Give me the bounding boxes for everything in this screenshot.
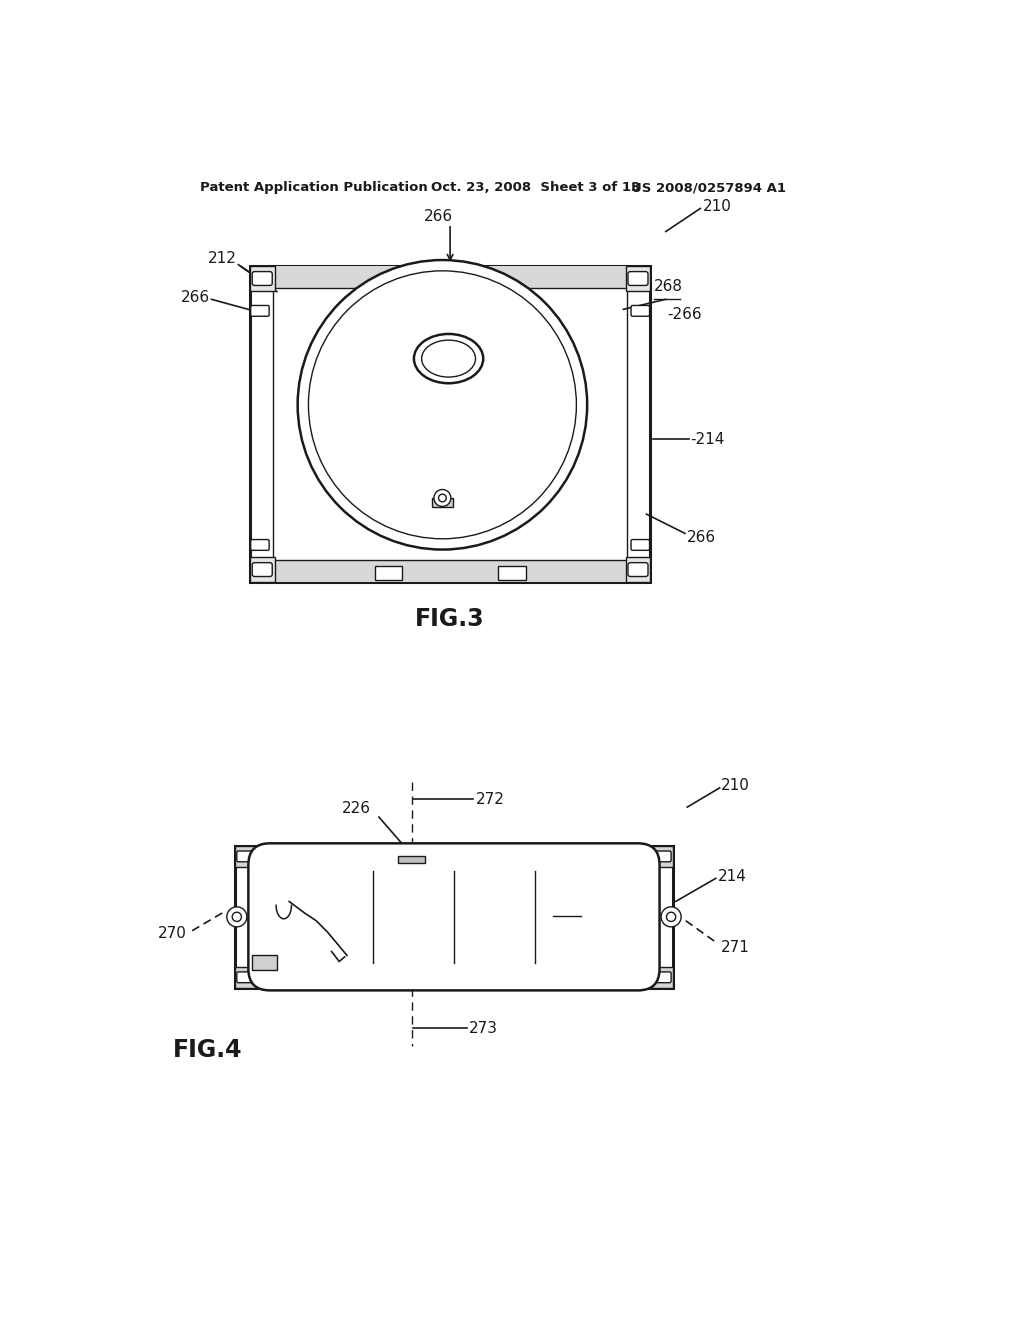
Bar <box>234 846 674 862</box>
Text: 226: 226 <box>342 801 372 816</box>
Text: 212: 212 <box>208 251 237 267</box>
Text: 268: 268 <box>654 279 683 294</box>
Bar <box>626 557 650 582</box>
Bar <box>375 566 402 579</box>
Text: -266: -266 <box>668 308 701 322</box>
Text: 273: 273 <box>469 1020 499 1036</box>
Text: US 2008/0257894 A1: US 2008/0257894 A1 <box>631 181 786 194</box>
Text: 266: 266 <box>180 289 210 305</box>
Text: 212: 212 <box>552 903 582 919</box>
Text: 210: 210 <box>702 198 731 214</box>
FancyBboxPatch shape <box>237 851 254 862</box>
Bar <box>250 557 274 582</box>
FancyBboxPatch shape <box>252 562 272 577</box>
Bar <box>652 846 674 867</box>
Text: FIG.3: FIG.3 <box>416 607 485 631</box>
Circle shape <box>232 912 242 921</box>
Bar <box>432 498 454 507</box>
Text: 266: 266 <box>424 209 454 223</box>
Ellipse shape <box>414 334 483 383</box>
Text: Oct. 23, 2008  Sheet 3 of 13: Oct. 23, 2008 Sheet 3 of 13 <box>431 181 640 194</box>
Ellipse shape <box>298 260 587 549</box>
Bar <box>234 846 256 867</box>
Text: 210: 210 <box>721 777 750 793</box>
Text: 271: 271 <box>720 940 750 956</box>
Text: -214: -214 <box>690 432 725 447</box>
Bar <box>250 267 274 290</box>
Text: 232: 232 <box>354 482 383 498</box>
FancyBboxPatch shape <box>237 972 254 982</box>
Bar <box>250 267 650 288</box>
Bar <box>234 972 674 989</box>
FancyBboxPatch shape <box>251 540 269 550</box>
FancyBboxPatch shape <box>628 272 648 285</box>
FancyBboxPatch shape <box>249 843 659 990</box>
FancyBboxPatch shape <box>631 540 649 550</box>
FancyBboxPatch shape <box>631 305 649 317</box>
FancyBboxPatch shape <box>252 272 272 285</box>
Text: 214: 214 <box>718 869 746 883</box>
Circle shape <box>226 907 247 927</box>
FancyBboxPatch shape <box>654 851 671 862</box>
FancyBboxPatch shape <box>628 562 648 577</box>
Bar <box>250 561 650 582</box>
Text: Patent Application Publication: Patent Application Publication <box>200 181 428 194</box>
Bar <box>498 566 525 579</box>
Bar <box>626 267 650 290</box>
FancyBboxPatch shape <box>654 972 671 982</box>
Circle shape <box>438 494 446 502</box>
Circle shape <box>667 912 676 921</box>
Bar <box>234 846 674 989</box>
Bar <box>652 966 674 989</box>
Bar <box>234 966 256 989</box>
Bar <box>397 857 425 863</box>
Circle shape <box>662 907 681 927</box>
Text: 272: 272 <box>475 792 505 807</box>
FancyBboxPatch shape <box>251 305 269 317</box>
Bar <box>252 954 276 970</box>
Text: FIG.4: FIG.4 <box>173 1038 243 1061</box>
Text: 266: 266 <box>686 529 716 545</box>
Bar <box>250 267 650 582</box>
Text: 232: 232 <box>324 880 353 895</box>
Text: 246: 246 <box>428 931 457 946</box>
Circle shape <box>434 490 451 507</box>
Text: 270: 270 <box>158 927 186 941</box>
